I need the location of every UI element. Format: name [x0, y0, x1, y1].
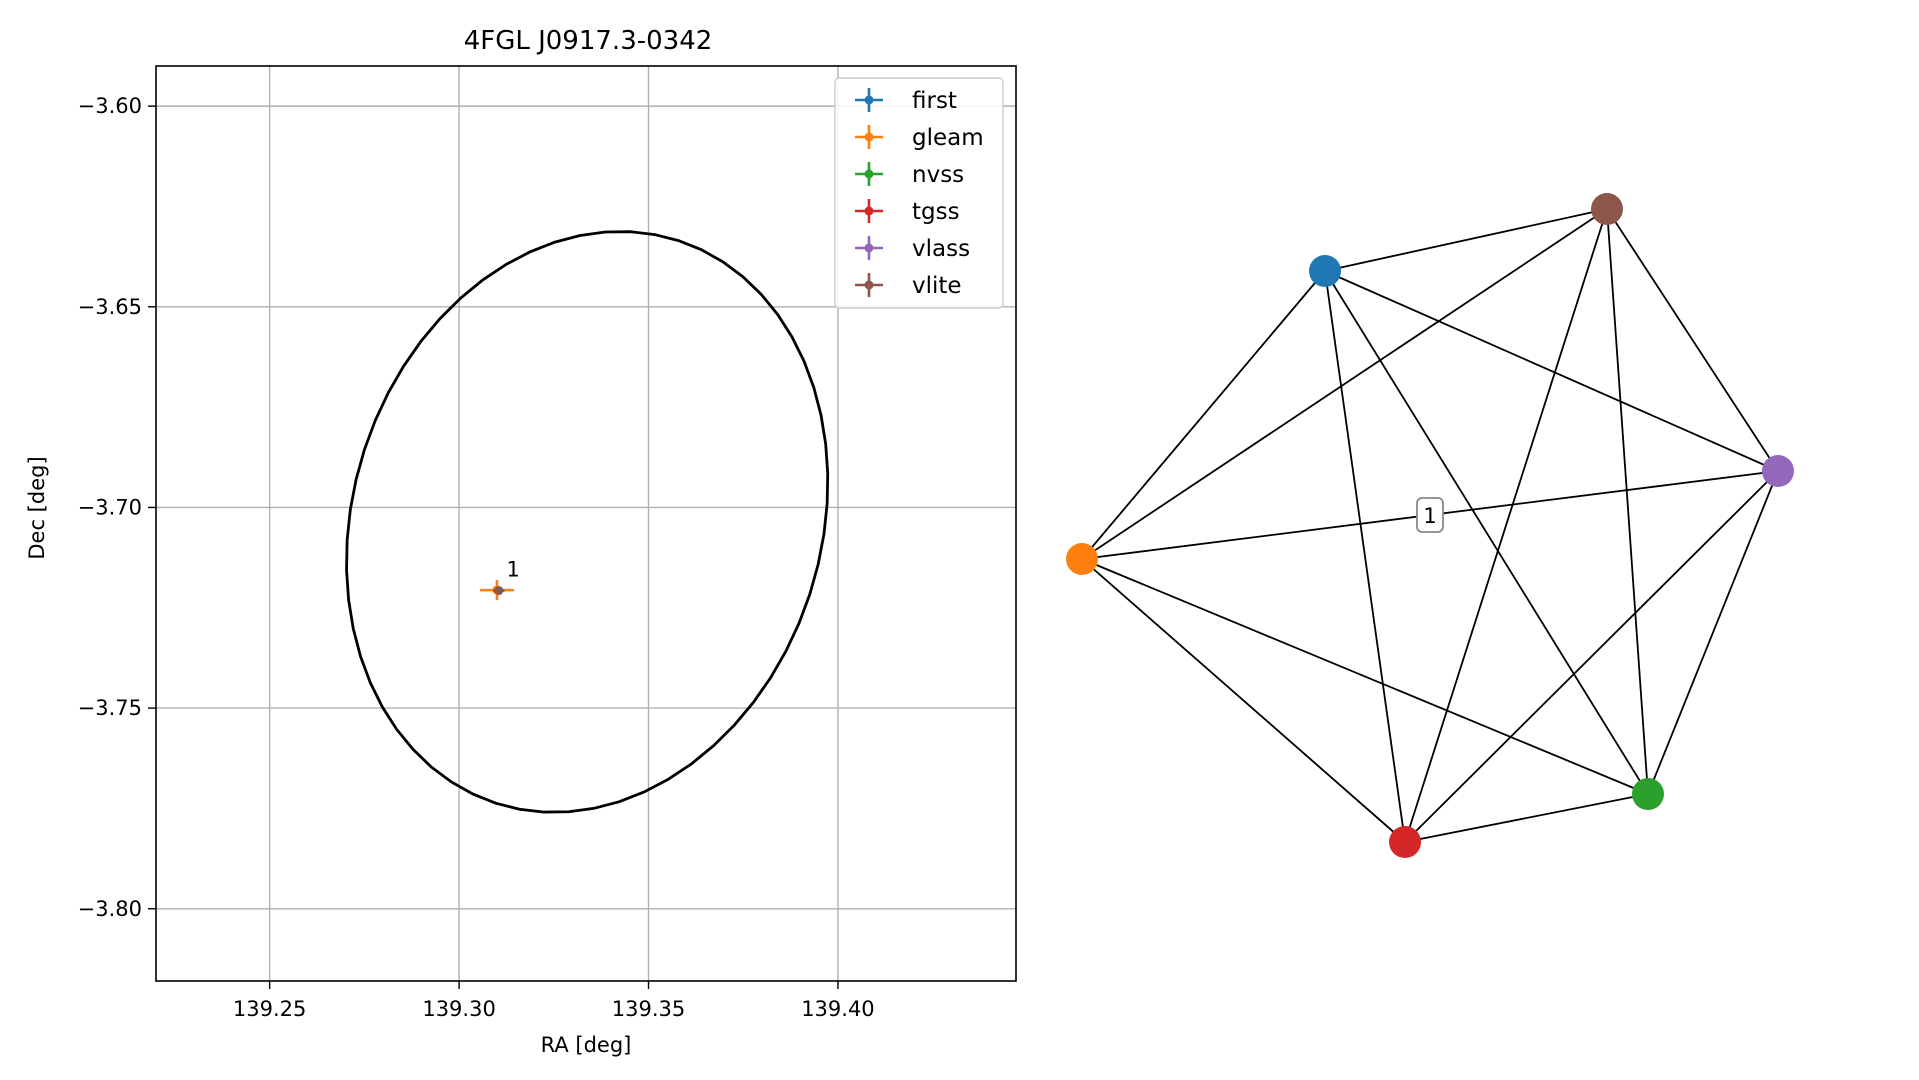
node-tgss	[1389, 826, 1421, 858]
legend-item-gleam: gleam	[855, 125, 984, 151]
axis-ticks: 139.25 139.30 139.35 139.40 −3.60 −3.65 −3.70 −…	[78, 94, 875, 1021]
legend-item-vlass: vlass	[855, 236, 970, 262]
legend-item-tgss: tgss	[855, 199, 960, 225]
legend-item-vlite: vlite	[855, 273, 962, 299]
plot-title: 4FGL J0917.3-0342	[464, 26, 713, 56]
plot-frame	[155, 65, 1017, 982]
legend-label: vlass	[912, 236, 970, 262]
point-annotation: 1	[506, 557, 519, 581]
edge-label-box	[1416, 497, 1444, 533]
y-tick-label: −3.65	[78, 295, 142, 319]
data-points: 1	[479, 557, 520, 601]
x-tick-label: 139.40	[801, 997, 874, 1021]
node-nvss	[1632, 778, 1664, 810]
x-tick-label: 139.30	[422, 997, 495, 1021]
edge-tgss-vlite	[1404, 208, 1608, 843]
x-axis-label: RA [deg]	[541, 1033, 632, 1057]
y-axis-label: Dec [deg]	[25, 456, 49, 559]
scatter-plot: 4FGL J0917.3-0342 1 139.25 139.30 139.35 13…	[25, 26, 1017, 1057]
edge-gleam-tgss	[1081, 558, 1406, 843]
node-vlite	[1591, 193, 1623, 225]
edge-first-vlass	[1324, 270, 1779, 472]
legend-item-first: first	[855, 88, 957, 114]
ellipse-outline	[345, 230, 830, 814]
localization-ellipse	[345, 230, 830, 814]
edge-label: 1	[1416, 497, 1444, 533]
edge-nvss-vlass	[1647, 470, 1779, 795]
grid-lines	[156, 66, 1016, 981]
graph-edges	[1081, 208, 1779, 843]
edge-gleam-vlite	[1081, 208, 1608, 560]
node-vlass	[1762, 455, 1794, 487]
legend-item-nvss: nvss	[855, 162, 964, 188]
edge-first-nvss	[1324, 270, 1649, 795]
edge-first-vlite	[1324, 208, 1608, 272]
edge-gleam-nvss	[1081, 558, 1649, 795]
x-tick-label: 139.35	[612, 997, 685, 1021]
legend: first gleam nvss tgss vlass vlite	[834, 77, 1004, 309]
legend-label: vlite	[912, 273, 962, 299]
edge-vlass-vlite	[1606, 208, 1779, 472]
legend-label: first	[912, 88, 957, 114]
data-point-vlite	[493, 586, 505, 596]
network-graph: 1	[1066, 193, 1794, 858]
graph-nodes	[1066, 193, 1794, 858]
y-tick-label: −3.75	[78, 696, 142, 720]
edge-nvss-vlite	[1606, 208, 1649, 795]
edge-first-gleam	[1081, 270, 1326, 560]
node-gleam	[1066, 543, 1098, 575]
y-tick-label: −3.80	[78, 897, 142, 921]
legend-box	[834, 77, 1004, 309]
legend-label: gleam	[912, 125, 984, 151]
edge-label-text: 1	[1423, 504, 1436, 528]
y-tick-label: −3.70	[78, 495, 142, 519]
legend-label: nvss	[912, 162, 964, 188]
edge-first-tgss	[1324, 270, 1406, 843]
edge-tgss-vlass	[1404, 470, 1779, 843]
legend-label: tgss	[912, 199, 960, 225]
node-first	[1309, 255, 1341, 287]
edge-nvss-tgss	[1404, 793, 1649, 843]
y-tick-label: −3.60	[78, 94, 142, 118]
x-tick-label: 139.25	[233, 997, 306, 1021]
